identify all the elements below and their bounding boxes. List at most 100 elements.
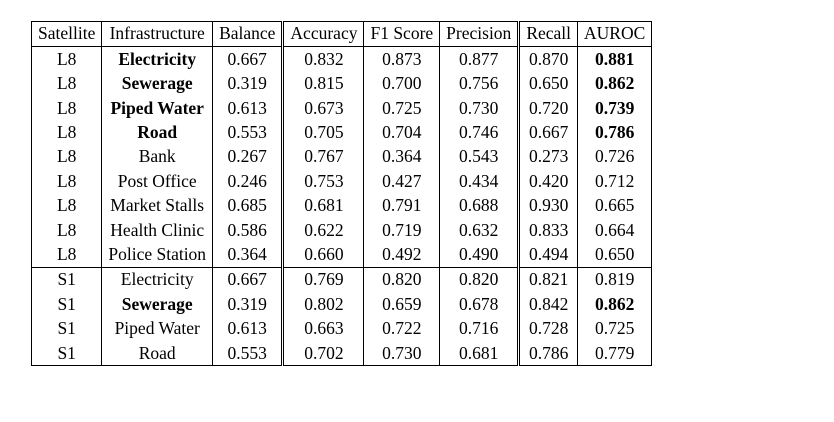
cell-precision: 0.632 — [439, 218, 521, 243]
cell-balance: 0.319 — [212, 71, 285, 97]
cell-satellite: S1 — [30, 341, 103, 367]
cell-auroc: 0.786 — [577, 120, 653, 145]
cell-auroc: 0.739 — [577, 96, 653, 121]
cell-precision: 0.730 — [439, 96, 521, 121]
table-body: L8 Electricity 0.667 0.832 0.873 0.877 0.870 0.… — [30, 46, 653, 367]
cell-recall: 0.667 — [518, 120, 579, 145]
cell-satellite: L8 — [30, 144, 103, 170]
cell-precision: 0.746 — [439, 120, 521, 145]
header-precision: Precision — [439, 20, 521, 48]
header-satellite: Satellite — [30, 20, 103, 48]
cell-balance: 0.667 — [212, 266, 285, 293]
table-row: L8 Post Office 0.246 0.753 0.427 0.434 0.420 0.… — [30, 169, 653, 194]
header-recall: Recall — [518, 20, 579, 48]
cell-precision: 0.820 — [439, 266, 521, 293]
cell-f1-score: 0.873 — [363, 46, 441, 72]
cell-balance: 0.553 — [212, 120, 285, 145]
cell-auroc: 0.779 — [577, 341, 653, 367]
cell-infrastructure: Electricity — [101, 266, 214, 293]
cell-satellite: S1 — [30, 266, 103, 293]
cell-precision: 0.681 — [439, 341, 521, 367]
cell-infrastructure: Road — [101, 341, 214, 367]
cell-infrastructure: Market Stalls — [101, 193, 214, 219]
cell-balance: 0.553 — [212, 341, 285, 367]
cell-accuracy: 0.660 — [282, 242, 365, 268]
cell-satellite: L8 — [30, 96, 103, 121]
header-accuracy: Accuracy — [282, 20, 365, 48]
cell-accuracy: 0.705 — [282, 120, 365, 145]
cell-f1-score: 0.700 — [363, 71, 441, 97]
table-row: S1 Electricity 0.667 0.769 0.820 0.820 0.821 0.… — [30, 266, 653, 293]
cell-infrastructure: Sewerage — [101, 71, 214, 97]
cell-f1-score: 0.722 — [363, 316, 441, 342]
cell-f1-score: 0.725 — [363, 96, 441, 121]
cell-recall: 0.720 — [518, 96, 579, 121]
cell-recall: 0.650 — [518, 71, 579, 97]
table-row: L8 Sewerage 0.319 0.815 0.700 0.756 0.650 0.862 — [30, 71, 653, 97]
cell-accuracy: 0.767 — [282, 144, 365, 170]
cell-satellite: L8 — [30, 120, 103, 145]
cell-balance: 0.364 — [212, 242, 285, 268]
header-auroc: AUROC — [577, 20, 653, 48]
cell-auroc: 0.862 — [577, 71, 653, 97]
table-row: S1 Road 0.553 0.702 0.730 0.681 0.786 0.779 — [30, 341, 653, 367]
cell-precision: 0.434 — [439, 169, 521, 194]
cell-recall: 0.821 — [518, 266, 579, 293]
cell-auroc: 0.650 — [577, 242, 653, 268]
table-row: L8 Piped Water 0.613 0.673 0.725 0.730 0.720 0.… — [30, 96, 653, 121]
cell-balance: 0.667 — [212, 46, 285, 72]
cell-accuracy: 0.702 — [282, 341, 365, 367]
cell-auroc: 0.665 — [577, 193, 653, 219]
cell-infrastructure: Road — [101, 120, 214, 145]
cell-recall: 0.420 — [518, 169, 579, 194]
cell-accuracy: 0.769 — [282, 266, 365, 293]
cell-infrastructure: Sewerage — [101, 292, 214, 317]
cell-balance: 0.586 — [212, 218, 285, 243]
table-row: L8 Road 0.553 0.705 0.704 0.746 0.667 0.786 — [30, 120, 653, 145]
cell-f1-score: 0.719 — [363, 218, 441, 243]
cell-infrastructure: Bank — [101, 144, 214, 170]
cell-auroc: 0.725 — [577, 316, 653, 342]
cell-recall: 0.930 — [518, 193, 579, 219]
cell-f1-score: 0.704 — [363, 120, 441, 145]
cell-accuracy: 0.681 — [282, 193, 365, 219]
table-row: L8 Market Stalls 0.685 0.681 0.791 0.688 0.930… — [30, 193, 653, 219]
cell-satellite: L8 — [30, 46, 103, 72]
cell-auroc: 0.664 — [577, 218, 653, 243]
cell-satellite: L8 — [30, 193, 103, 219]
cell-infrastructure: Police Station — [101, 242, 214, 268]
table-row: L8 Police Station 0.364 0.660 0.492 0.490 0.49… — [30, 242, 653, 268]
cell-precision: 0.716 — [439, 316, 521, 342]
results-table-container: Satellite Infrastructure Balance Accurac… — [30, 20, 653, 367]
cell-infrastructure: Health Clinic — [101, 218, 214, 243]
cell-recall: 0.273 — [518, 144, 579, 170]
cell-infrastructure: Piped Water — [101, 96, 214, 121]
cell-f1-score: 0.791 — [363, 193, 441, 219]
table-row: S1 Sewerage 0.319 0.802 0.659 0.678 0.842 0.862 — [30, 292, 653, 317]
cell-balance: 0.319 — [212, 292, 285, 317]
cell-precision: 0.877 — [439, 46, 521, 72]
table-row: L8 Electricity 0.667 0.832 0.873 0.877 0.870 0.… — [30, 46, 653, 72]
cell-accuracy: 0.753 — [282, 169, 365, 194]
table-row: L8 Health Clinic 0.586 0.622 0.719 0.632 0.833… — [30, 218, 653, 243]
cell-balance: 0.267 — [212, 144, 285, 170]
cell-balance: 0.613 — [212, 96, 285, 121]
cell-satellite: L8 — [30, 242, 103, 268]
cell-accuracy: 0.622 — [282, 218, 365, 243]
cell-f1-score: 0.659 — [363, 292, 441, 317]
cell-satellite: S1 — [30, 316, 103, 342]
cell-recall: 0.494 — [518, 242, 579, 268]
cell-auroc: 0.712 — [577, 169, 653, 194]
cell-recall: 0.786 — [518, 341, 579, 367]
cell-recall: 0.842 — [518, 292, 579, 317]
cell-recall: 0.833 — [518, 218, 579, 243]
cell-accuracy: 0.815 — [282, 71, 365, 97]
cell-satellite: L8 — [30, 218, 103, 243]
results-table: Satellite Infrastructure Balance Accurac… — [30, 20, 653, 367]
cell-infrastructure: Piped Water — [101, 316, 214, 342]
cell-accuracy: 0.832 — [282, 46, 365, 72]
cell-f1-score: 0.427 — [363, 169, 441, 194]
cell-accuracy: 0.802 — [282, 292, 365, 317]
cell-f1-score: 0.820 — [363, 266, 441, 293]
cell-f1-score: 0.492 — [363, 242, 441, 268]
